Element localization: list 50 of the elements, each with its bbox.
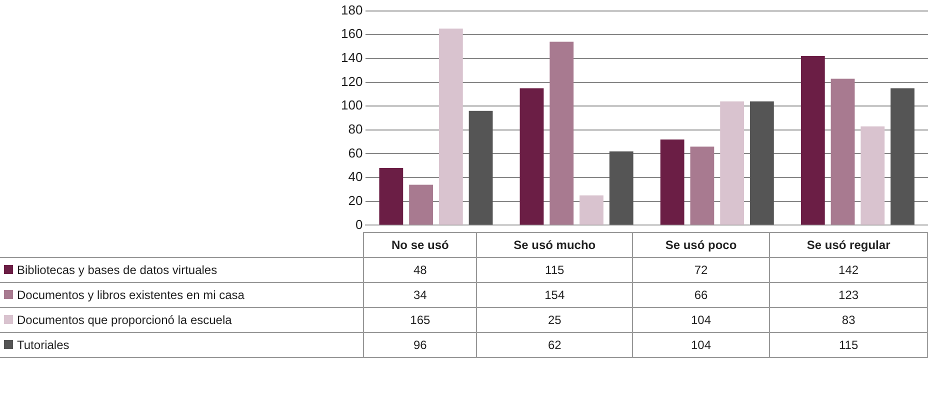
data-label: 25	[476, 308, 632, 332]
x-tick-label: Se usó poco	[632, 232, 770, 258]
data-label: 34	[364, 282, 477, 308]
data-label: 83	[770, 308, 928, 332]
y-tick-label: 120	[340, 74, 363, 89]
legend-label: Bibliotecas y bases de datos virtuales	[0, 258, 364, 282]
legend-label: Tutoriales	[0, 332, 364, 358]
bar	[890, 88, 914, 225]
bar	[409, 184, 433, 225]
data-label: 104	[632, 308, 770, 332]
data-label: 62	[476, 332, 632, 358]
y-tick-label: 180	[340, 2, 363, 18]
bar	[860, 126, 885, 225]
bar	[520, 88, 544, 225]
bar	[690, 146, 714, 225]
data-label: 72	[632, 258, 770, 282]
y-tick-label: 20	[348, 192, 363, 208]
data-label: 142	[770, 258, 928, 282]
legend-label: Documentos que proporcionó la escuela	[0, 308, 364, 332]
bar	[438, 28, 463, 225]
y-tick-label: 40	[348, 169, 363, 184]
data-label: 165	[364, 308, 477, 332]
bar	[609, 151, 634, 225]
data-label: 48	[364, 258, 477, 282]
data-label: 115	[770, 332, 928, 358]
data-label: 154	[476, 282, 632, 308]
x-tick-label: Se usó regular	[770, 232, 928, 258]
bar	[550, 42, 574, 225]
y-tick-label: 60	[348, 145, 363, 160]
bar	[660, 139, 684, 225]
y-tick-label: 100	[340, 98, 363, 113]
data-label: 115	[476, 258, 632, 282]
data-label: 123	[770, 282, 928, 308]
y-tick-label: 140	[340, 50, 363, 66]
bar	[468, 110, 493, 225]
x-tick-label: No se usó	[364, 232, 477, 258]
bar	[379, 168, 404, 225]
bar	[750, 101, 774, 225]
y-tick-label: 80	[348, 121, 363, 136]
bar	[720, 101, 744, 225]
bar	[800, 56, 825, 225]
bar	[830, 78, 855, 225]
data-label: 104	[632, 332, 770, 358]
data-label: 66	[632, 282, 770, 308]
data-label: 96	[364, 332, 477, 358]
y-tick-label: 0	[355, 216, 363, 232]
bar	[580, 195, 604, 225]
x-tick-label: Se usó mucho	[476, 232, 632, 258]
legend-label: Documentos y libros existentes en mi casa	[0, 282, 364, 308]
y-tick-label: 160	[340, 26, 363, 42]
